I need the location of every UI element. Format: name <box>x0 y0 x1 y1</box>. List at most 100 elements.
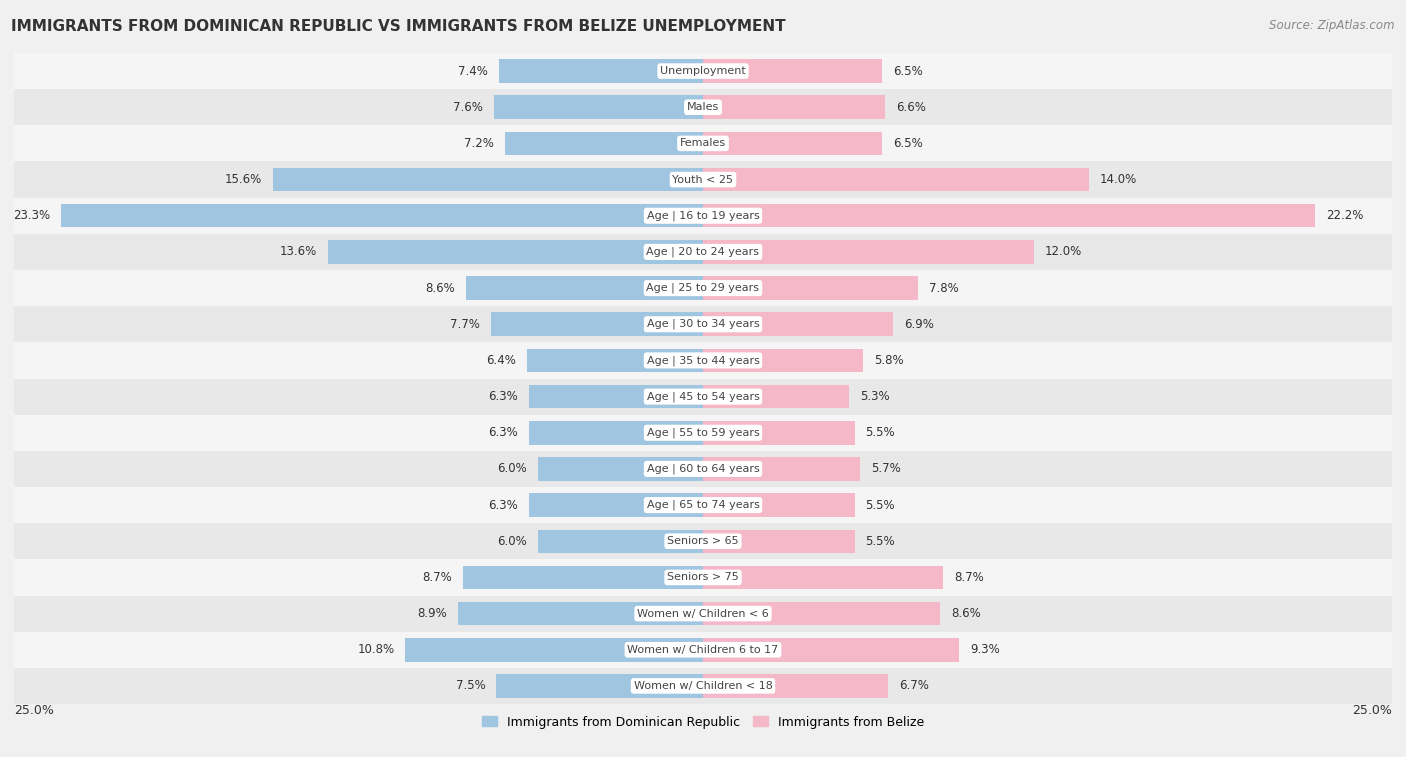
Text: 6.5%: 6.5% <box>893 64 922 77</box>
Text: 7.4%: 7.4% <box>458 64 488 77</box>
Bar <box>463 565 703 589</box>
Bar <box>14 270 1392 306</box>
Text: Seniors > 65: Seniors > 65 <box>668 536 738 547</box>
Text: 7.7%: 7.7% <box>450 318 479 331</box>
Bar <box>496 674 703 698</box>
Text: 6.4%: 6.4% <box>485 354 516 367</box>
Bar <box>14 668 1392 704</box>
Bar <box>703 349 863 372</box>
Bar <box>14 415 1392 451</box>
Text: IMMIGRANTS FROM DOMINICAN REPUBLIC VS IMMIGRANTS FROM BELIZE UNEMPLOYMENT: IMMIGRANTS FROM DOMINICAN REPUBLIC VS IM… <box>11 19 786 34</box>
Text: 6.0%: 6.0% <box>496 463 527 475</box>
Text: Youth < 25: Youth < 25 <box>672 175 734 185</box>
Bar <box>328 240 703 263</box>
Bar <box>703 168 1088 192</box>
Text: 8.9%: 8.9% <box>418 607 447 620</box>
Text: 15.6%: 15.6% <box>225 173 262 186</box>
Text: 12.0%: 12.0% <box>1045 245 1083 258</box>
Bar <box>458 602 703 625</box>
Text: Women w/ Children < 18: Women w/ Children < 18 <box>634 681 772 691</box>
Text: 6.9%: 6.9% <box>904 318 934 331</box>
Text: 7.8%: 7.8% <box>929 282 959 294</box>
Bar <box>14 126 1392 161</box>
Text: 7.2%: 7.2% <box>464 137 494 150</box>
Bar <box>405 638 703 662</box>
Bar <box>505 132 703 155</box>
Bar <box>14 89 1392 126</box>
Text: 8.6%: 8.6% <box>950 607 981 620</box>
Text: 14.0%: 14.0% <box>1099 173 1137 186</box>
Bar <box>14 559 1392 596</box>
Text: Age | 25 to 29 years: Age | 25 to 29 years <box>647 283 759 293</box>
Bar <box>703 421 855 444</box>
Text: 13.6%: 13.6% <box>280 245 318 258</box>
Text: Women w/ Children 6 to 17: Women w/ Children 6 to 17 <box>627 645 779 655</box>
Bar <box>14 596 1392 631</box>
Bar <box>703 240 1033 263</box>
Text: Males: Males <box>688 102 718 112</box>
Text: Females: Females <box>681 139 725 148</box>
Bar <box>703 204 1315 228</box>
Bar <box>530 494 703 517</box>
Text: 5.5%: 5.5% <box>866 534 896 548</box>
Bar <box>14 234 1392 270</box>
Bar <box>703 565 943 589</box>
Text: 9.3%: 9.3% <box>970 643 1000 656</box>
Bar <box>14 161 1392 198</box>
Text: Unemployment: Unemployment <box>661 66 745 76</box>
Text: 25.0%: 25.0% <box>14 704 53 717</box>
Bar <box>494 95 703 119</box>
Bar <box>703 59 882 83</box>
Bar <box>703 385 849 408</box>
Bar <box>491 313 703 336</box>
Text: Age | 35 to 44 years: Age | 35 to 44 years <box>647 355 759 366</box>
Bar <box>465 276 703 300</box>
Text: 10.8%: 10.8% <box>357 643 394 656</box>
Bar <box>703 602 941 625</box>
Text: Age | 16 to 19 years: Age | 16 to 19 years <box>647 210 759 221</box>
Text: 8.6%: 8.6% <box>425 282 456 294</box>
Text: 5.8%: 5.8% <box>875 354 904 367</box>
Bar <box>273 168 703 192</box>
Text: 6.7%: 6.7% <box>898 680 928 693</box>
Text: Women w/ Children < 6: Women w/ Children < 6 <box>637 609 769 618</box>
Text: Source: ZipAtlas.com: Source: ZipAtlas.com <box>1270 19 1395 32</box>
Bar <box>537 457 703 481</box>
Text: 6.5%: 6.5% <box>893 137 922 150</box>
Text: Age | 45 to 54 years: Age | 45 to 54 years <box>647 391 759 402</box>
Bar <box>14 378 1392 415</box>
Text: 6.3%: 6.3% <box>489 499 519 512</box>
Bar <box>537 529 703 553</box>
Text: 6.3%: 6.3% <box>489 426 519 439</box>
Bar <box>14 523 1392 559</box>
Text: 8.7%: 8.7% <box>422 571 453 584</box>
Bar <box>14 53 1392 89</box>
Text: Age | 55 to 59 years: Age | 55 to 59 years <box>647 428 759 438</box>
Text: Age | 30 to 34 years: Age | 30 to 34 years <box>647 319 759 329</box>
Bar <box>527 349 703 372</box>
Text: 23.3%: 23.3% <box>13 209 49 223</box>
Bar <box>703 95 884 119</box>
Legend: Immigrants from Dominican Republic, Immigrants from Belize: Immigrants from Dominican Republic, Immi… <box>477 711 929 734</box>
Bar <box>703 313 893 336</box>
Bar <box>703 638 959 662</box>
Bar <box>530 421 703 444</box>
Bar <box>703 457 860 481</box>
Bar <box>60 204 703 228</box>
Text: 5.5%: 5.5% <box>866 426 896 439</box>
Text: 5.5%: 5.5% <box>866 499 896 512</box>
Bar <box>703 674 887 698</box>
Text: 6.6%: 6.6% <box>896 101 925 114</box>
Bar <box>703 132 882 155</box>
Bar <box>14 198 1392 234</box>
Bar <box>14 306 1392 342</box>
Text: Age | 65 to 74 years: Age | 65 to 74 years <box>647 500 759 510</box>
Bar <box>14 487 1392 523</box>
Bar <box>703 494 855 517</box>
Text: 7.6%: 7.6% <box>453 101 482 114</box>
Bar <box>499 59 703 83</box>
Bar <box>14 631 1392 668</box>
Bar <box>530 385 703 408</box>
Text: Seniors > 75: Seniors > 75 <box>666 572 740 582</box>
Text: 8.7%: 8.7% <box>953 571 984 584</box>
